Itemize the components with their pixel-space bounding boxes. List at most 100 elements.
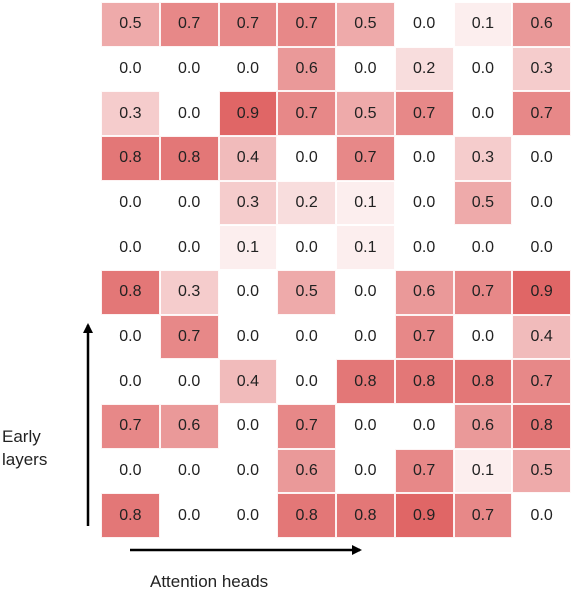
heatmap-cell-r4-c0: 0.0 [101, 180, 160, 226]
heatmap-cell-r1-c4: 0.0 [336, 46, 395, 92]
heatmap-cell-r6-c6: 0.7 [453, 270, 513, 315]
heatmap-cell-r5-c1: 0.0 [159, 225, 219, 270]
heatmap-cell-r8-c4: 0.8 [336, 359, 395, 404]
heatmap-cell-r0-c6: 0.1 [453, 2, 513, 47]
heatmap-cell-r8-c5: 0.8 [394, 359, 454, 404]
heatmap-cell-r10-c1: 0.0 [159, 448, 219, 494]
y-axis-label: Early layers [2, 425, 72, 471]
heatmap-cell-r9-c1: 0.6 [159, 404, 219, 449]
heatmap-cell-r8-c0: 0.0 [101, 359, 160, 404]
heatmap-cell-r2-c1: 0.0 [159, 91, 219, 136]
heatmap-cell-r3-c0: 0.8 [101, 136, 160, 181]
heatmap-cell-r11-c0: 0.8 [101, 493, 160, 538]
heatmap-cell-r11-c4: 0.8 [336, 493, 395, 538]
heatmap-cell-r4-c4: 0.1 [336, 180, 395, 226]
heatmap-cell-r8-c3: 0.0 [277, 359, 336, 404]
heatmap-cell-r11-c2: 0.0 [218, 493, 278, 538]
heatmap-cell-r6-c5: 0.6 [394, 270, 454, 315]
heatmap-cell-r9-c2: 0.0 [218, 404, 278, 449]
heatmap-cell-r11-c1: 0.0 [159, 493, 219, 538]
heatmap-cell-r7-c2: 0.0 [218, 314, 278, 360]
heatmap-cell-r6-c3: 0.5 [277, 270, 336, 315]
heatmap-cell-r0-c0: 0.5 [101, 2, 160, 47]
heatmap-cell-r1-c2: 0.0 [218, 46, 278, 92]
heatmap-cell-r8-c6: 0.8 [453, 359, 513, 404]
heatmap-cell-r0-c3: 0.7 [277, 2, 336, 47]
heatmap-cell-r1-c6: 0.0 [453, 46, 513, 92]
heatmap-grid: 0.5 0.7 0.7 0.7 0.5 0.0 0.1 0.6 0.0 0.0 0.0 0.6 0.0 0… [101, 2, 571, 538]
heatmap-cell-r9-c6: 0.6 [453, 404, 513, 449]
y-axis-label-line-1: Early [2, 427, 41, 446]
heatmap-cell-r9-c5: 0.0 [394, 404, 454, 449]
heatmap-cell-r1-c1: 0.0 [159, 46, 219, 92]
heatmap-cell-r0-c7: 0.6 [512, 2, 571, 47]
heatmap-cell-r2-c6: 0.0 [453, 91, 513, 136]
heatmap-cell-r5-c2: 0.1 [218, 225, 278, 270]
heatmap-cell-r11-c6: 0.7 [453, 493, 513, 538]
heatmap-cell-r6-c2: 0.0 [218, 270, 278, 315]
heatmap-cell-r10-c4: 0.0 [336, 448, 395, 494]
heatmap-cell-r2-c7: 0.7 [512, 91, 571, 136]
heatmap-cell-r4-c1: 0.0 [159, 180, 219, 226]
heatmap-cell-r3-c5: 0.0 [394, 136, 454, 181]
heatmap-cell-r2-c0: 0.3 [101, 91, 160, 136]
heatmap-cell-r4-c2: 0.3 [218, 180, 278, 226]
heatmap-cell-r1-c5: 0.2 [394, 46, 454, 92]
heatmap-cell-r4-c5: 0.0 [394, 180, 454, 226]
heatmap-cell-r7-c4: 0.0 [336, 314, 395, 360]
heatmap-cell-r7-c7: 0.4 [512, 314, 571, 360]
x-axis-label: Attention heads [150, 572, 269, 591]
heatmap-cell-r9-c0: 0.7 [101, 404, 160, 449]
heatmap-cell-r8-c7: 0.7 [512, 359, 571, 404]
heatmap-cell-r5-c6: 0.0 [453, 225, 513, 270]
heatmap-cell-r7-c6: 0.0 [453, 314, 513, 360]
heatmap-cell-r0-c2: 0.7 [218, 2, 278, 47]
heatmap-cell-r10-c3: 0.6 [277, 448, 336, 494]
heatmap-cell-r7-c3: 0.0 [277, 314, 336, 360]
heatmap-cell-r7-c1: 0.7 [159, 314, 219, 360]
heatmap-cell-r10-c7: 0.5 [512, 448, 571, 494]
heatmap-cell-r5-c3: 0.0 [277, 225, 336, 270]
y-axis-label-line-2: layers [2, 450, 48, 469]
heatmap-cell-r7-c0: 0.0 [101, 314, 160, 360]
heatmap-cell-r3-c6: 0.3 [453, 136, 513, 181]
heatmap-cell-r3-c1: 0.8 [159, 136, 219, 181]
heatmap-cell-r1-c7: 0.3 [512, 46, 571, 92]
heatmap-cell-r4-c6: 0.5 [453, 180, 513, 226]
heatmap-cell-r5-c0: 0.0 [101, 225, 160, 270]
heatmap-cell-r0-c4: 0.5 [336, 2, 395, 47]
heatmap-cell-r5-c7: 0.0 [512, 225, 571, 270]
heatmap-cell-r0-c1: 0.7 [159, 2, 219, 47]
heatmap-cell-r9-c4: 0.0 [336, 404, 395, 449]
heatmap-cell-r10-c5: 0.7 [394, 448, 454, 494]
heatmap-cell-r11-c3: 0.8 [277, 493, 336, 538]
heatmap-cell-r7-c5: 0.7 [394, 314, 454, 360]
heatmap-cell-r2-c4: 0.5 [336, 91, 395, 136]
heatmap-cell-r11-c7: 0.0 [512, 493, 571, 538]
heatmap-cell-r2-c5: 0.7 [394, 91, 454, 136]
heatmap-cell-r9-c7: 0.8 [512, 404, 571, 449]
heatmap-cell-r3-c2: 0.4 [218, 136, 278, 181]
heatmap-cell-r2-c3: 0.7 [277, 91, 336, 136]
heatmap-cell-r4-c7: 0.0 [512, 180, 571, 226]
heatmap-cell-r3-c4: 0.7 [336, 136, 395, 181]
heatmap-cell-r3-c7: 0.0 [512, 136, 571, 181]
heatmap-cell-r6-c4: 0.0 [336, 270, 395, 315]
heatmap-cell-r1-c0: 0.0 [101, 46, 160, 92]
heatmap-cell-r6-c0: 0.8 [101, 270, 160, 315]
heatmap-cell-r6-c7: 0.9 [512, 270, 571, 315]
heatmap-cell-r0-c5: 0.0 [394, 2, 454, 47]
heatmap-cell-r8-c1: 0.0 [159, 359, 219, 404]
heatmap-cell-r3-c3: 0.0 [277, 136, 336, 181]
heatmap-cell-r5-c4: 0.1 [336, 225, 395, 270]
heatmap-cell-r11-c5: 0.9 [394, 493, 454, 538]
heatmap-cell-r10-c6: 0.1 [453, 448, 513, 494]
heatmap-cell-r4-c3: 0.2 [277, 180, 336, 226]
heatmap-cell-r8-c2: 0.4 [218, 359, 278, 404]
heatmap-cell-r10-c2: 0.0 [218, 448, 278, 494]
heatmap-cell-r2-c2: 0.9 [218, 91, 278, 136]
heatmap-cell-r5-c5: 0.0 [394, 225, 454, 270]
heatmap-cell-r9-c3: 0.7 [277, 404, 336, 449]
heatmap-cell-r1-c3: 0.6 [277, 46, 336, 92]
